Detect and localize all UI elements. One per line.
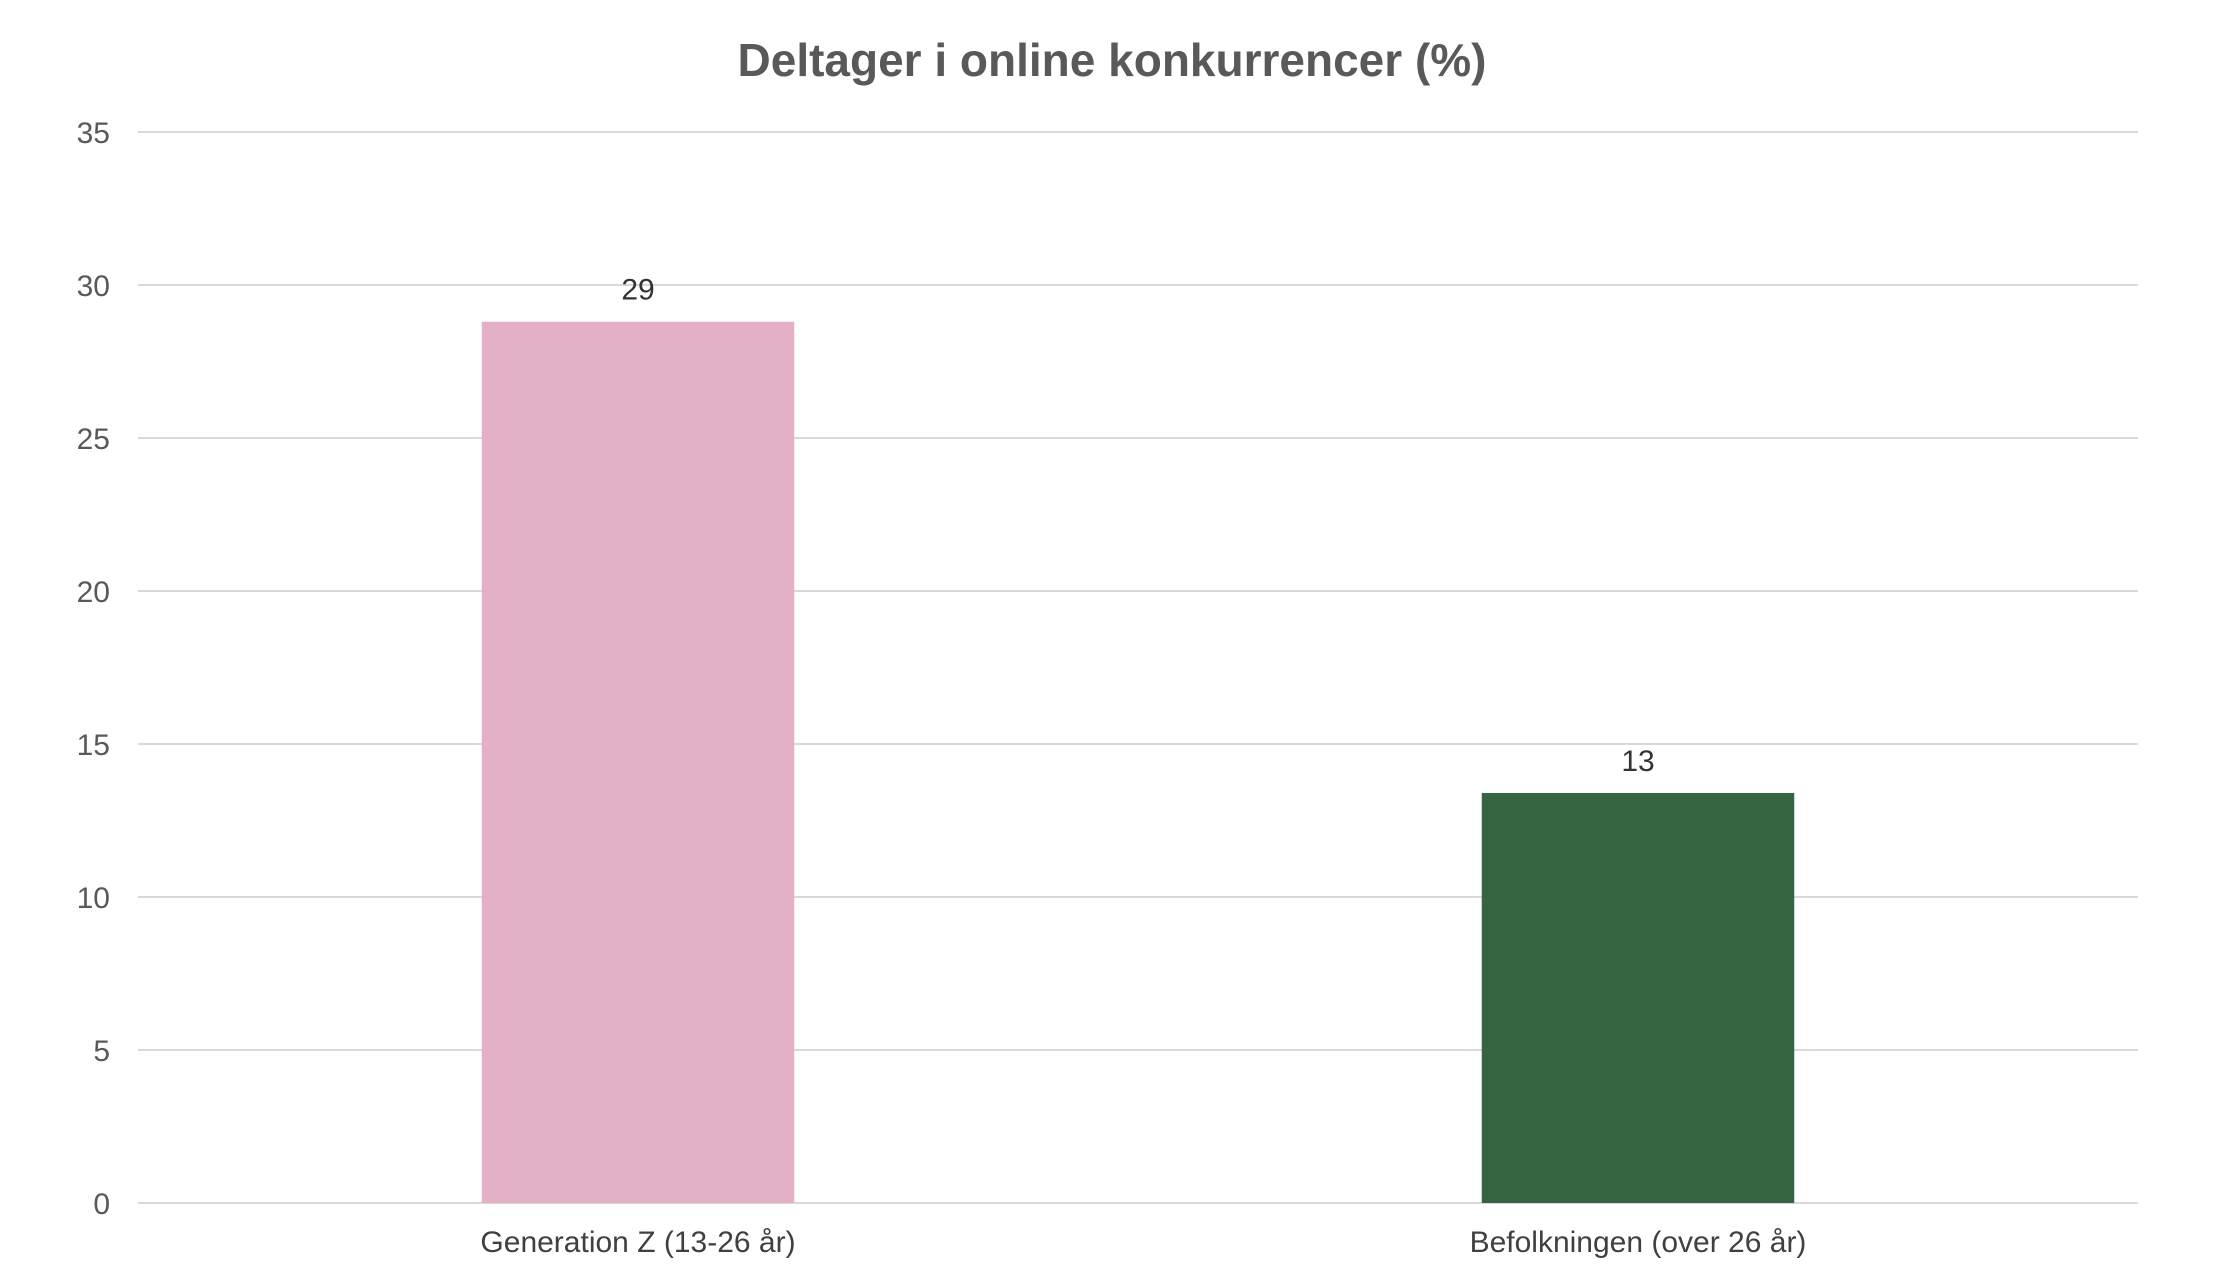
x-category-label: Befolkningen (over 26 år): [1470, 1226, 1807, 1259]
y-tick-label: 10: [77, 882, 110, 915]
y-tick-label: 35: [77, 117, 110, 150]
data-labels: 29 13: [621, 274, 1654, 778]
y-tick-label: 5: [93, 1035, 110, 1068]
bar: [1481, 792, 1795, 1203]
y-tick-label: 0: [93, 1188, 110, 1221]
x-category-label: Generation Z (13-26 år): [480, 1226, 795, 1259]
chart-title: Deltager i online konkurrencer (%): [738, 34, 1487, 86]
data-label: 13: [1621, 745, 1654, 778]
y-tick-label: 20: [77, 576, 110, 609]
y-tick-label: 25: [77, 423, 110, 456]
data-label: 29: [621, 274, 654, 307]
bar: [481, 321, 795, 1204]
x-axis-categories: Generation Z (13-26 år) Befolkningen (ove…: [480, 1226, 1806, 1259]
bars: [481, 321, 1795, 1204]
y-tick-label: 15: [77, 729, 110, 762]
gridlines: [138, 131, 2138, 1204]
y-axis-ticks: 0 5 10 15 20 25 30 35: [77, 117, 110, 1221]
y-tick-label: 30: [77, 270, 110, 303]
